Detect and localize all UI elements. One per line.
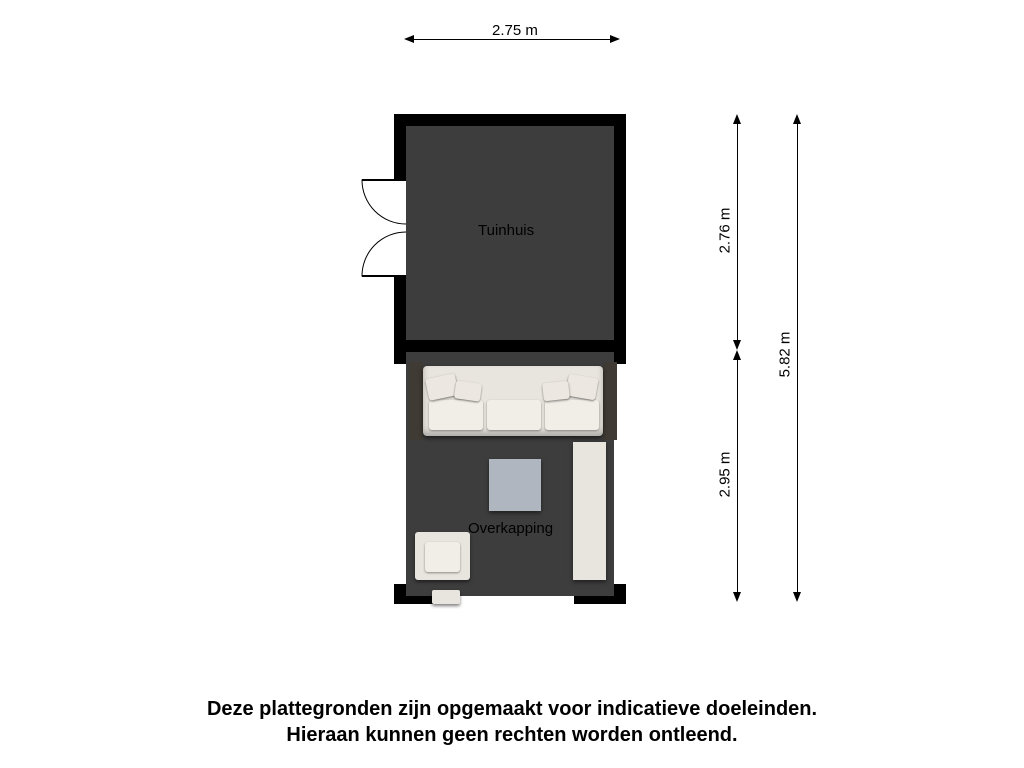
dim-top-arrow-l xyxy=(404,35,414,43)
disclaimer-line2: Hieraan kunnen geen rechten worden ontle… xyxy=(0,722,1024,748)
disclaimer: Deze plattegronden zijn opgemaakt voor i… xyxy=(0,696,1024,748)
room-tuinhuis-label: Tuinhuis xyxy=(478,222,534,239)
dim-r3-arrow-u xyxy=(793,114,801,124)
door-swing-icon xyxy=(352,178,406,278)
wall-mid xyxy=(394,340,626,352)
wall-bottom-r xyxy=(574,596,626,604)
dim-r1-label: 2.76 m xyxy=(716,204,733,258)
floorplan-canvas: 2.75 m 2.76 m 2.95 m 5.82 m Tuinhuis Ove… xyxy=(0,0,1024,768)
cabinet xyxy=(573,442,606,580)
wall-stub-l1 xyxy=(394,352,406,364)
wall-right-1 xyxy=(614,114,626,352)
dim-r2-arrow-u xyxy=(733,350,741,360)
sofa xyxy=(409,362,617,440)
dim-r1-arrow-u xyxy=(733,114,741,124)
dim-r2-line xyxy=(737,360,738,592)
dim-r1-line xyxy=(737,124,738,340)
dim-r3-label: 5.82 m xyxy=(776,328,793,382)
dim-r2-label: 2.95 m xyxy=(716,448,733,502)
dim-top-arrow-r xyxy=(610,35,620,43)
wall-left-top xyxy=(394,114,406,180)
ottoman xyxy=(432,590,460,604)
dim-top-label: 2.75 m xyxy=(488,22,542,39)
dim-r3-arrow-d xyxy=(793,592,801,602)
dim-r2-arrow-d xyxy=(733,592,741,602)
dim-r1-arrow-d xyxy=(733,340,741,350)
room-overkapping-label: Overkapping xyxy=(468,520,553,537)
coffee-table xyxy=(489,459,541,511)
dim-r3-line xyxy=(797,124,798,592)
armchair xyxy=(415,532,470,590)
dim-top-line xyxy=(414,39,610,40)
wall-top xyxy=(394,114,626,126)
wall-left-bot xyxy=(394,276,406,352)
disclaimer-line1: Deze plattegronden zijn opgemaakt voor i… xyxy=(0,696,1024,722)
